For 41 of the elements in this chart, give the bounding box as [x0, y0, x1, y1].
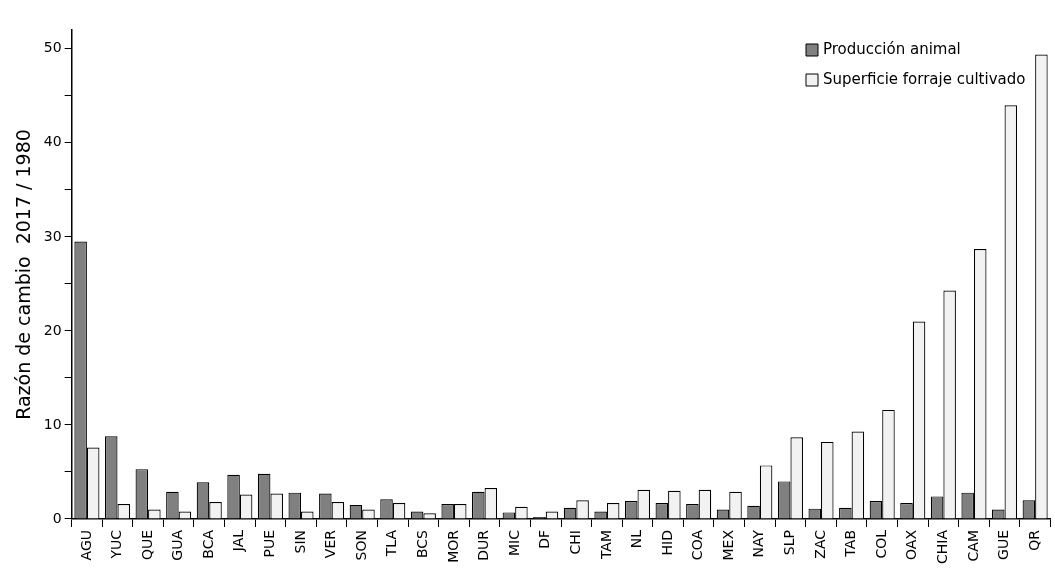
- x-tick-label: PUE: [261, 529, 278, 558]
- x-tick-label: HID: [658, 529, 675, 556]
- x-tick-label: MEX: [719, 529, 736, 561]
- y-tick-label: 10: [43, 415, 62, 432]
- x-tick-label: NL: [628, 529, 645, 549]
- y-axis-title: Razón de cambio 2017 / 1980: [12, 129, 35, 420]
- y-tick-label: 40: [43, 133, 62, 150]
- x-tick-label: OAX: [903, 529, 920, 560]
- x-tick-label: CHI: [566, 529, 583, 555]
- y-tick-label: 50: [43, 39, 62, 56]
- x-tick-label: ZAC: [811, 529, 828, 559]
- x-tick-label: TLA: [383, 529, 400, 558]
- x-tick-label: BCS: [414, 529, 431, 559]
- x-tick-label: GUE: [995, 529, 1012, 560]
- y-tick-label: 30: [43, 227, 62, 244]
- legend-label: Superficie forraje cultivado: [823, 69, 1026, 88]
- x-tick-label: JAL: [230, 529, 247, 553]
- x-tick-label: MOR: [444, 529, 461, 563]
- x-tick-label: MIC: [505, 529, 522, 556]
- x-tick-label: COA: [689, 529, 706, 561]
- x-tick-label: TAB: [842, 529, 859, 558]
- x-tick-label: BCA: [199, 529, 216, 559]
- legend-label: Producción animal: [823, 39, 961, 58]
- x-tick-label: CHIA: [934, 529, 951, 565]
- x-tick-label: VER: [322, 529, 339, 559]
- x-tick-label: SON: [352, 529, 369, 561]
- x-tick-label: COL: [872, 529, 889, 559]
- x-tick-label: AGU: [77, 529, 94, 561]
- x-tick-label: SIN: [291, 529, 308, 554]
- x-tick-label: DF: [536, 529, 553, 549]
- x-tick-label: CAM: [964, 529, 981, 562]
- x-tick-label: DUR: [475, 529, 492, 561]
- x-tick-label: YUC: [108, 529, 125, 560]
- x-tick-label: SLP: [781, 529, 798, 556]
- y-tick-label: 20: [43, 321, 62, 338]
- x-tick-label: QUE: [138, 529, 155, 561]
- x-tick-label: TAM: [597, 529, 614, 561]
- x-tick-label: QR: [1025, 529, 1042, 551]
- x-tick-label: NAY: [750, 529, 767, 558]
- y-tick-label: 0: [52, 509, 62, 526]
- x-tick-label: GUA: [169, 529, 186, 561]
